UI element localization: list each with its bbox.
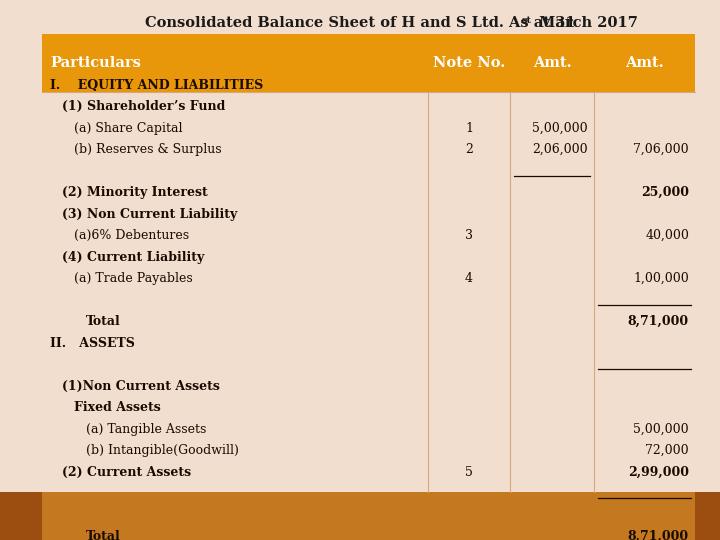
Text: 40,000: 40,000 — [645, 230, 689, 242]
Text: 8,71,000: 8,71,000 — [628, 315, 689, 328]
Text: 2,99,000: 2,99,000 — [628, 465, 689, 479]
Text: Total: Total — [86, 530, 121, 540]
Text: 7,06,000: 7,06,000 — [634, 143, 689, 156]
Bar — [0, 492, 42, 540]
Bar — [42, 34, 695, 92]
Text: 25,000: 25,000 — [641, 186, 689, 199]
Bar — [42, 92, 695, 492]
Text: Total: Total — [86, 315, 121, 328]
Text: 1,00,000: 1,00,000 — [634, 272, 689, 285]
Text: 4: 4 — [465, 272, 473, 285]
Text: (a) Trade Payables: (a) Trade Payables — [74, 272, 193, 285]
Text: (2) Current Assets: (2) Current Assets — [62, 465, 191, 479]
Text: Fixed Assets: Fixed Assets — [74, 401, 161, 414]
Text: Amt.: Amt. — [533, 56, 571, 70]
Text: Note No.: Note No. — [433, 56, 505, 70]
Text: (2) Minority Interest: (2) Minority Interest — [62, 186, 208, 199]
Text: (3) Non Current Liability: (3) Non Current Liability — [62, 208, 238, 221]
Text: II.   ASSETS: II. ASSETS — [50, 337, 135, 350]
Text: Consolidated Balance Sheet of H and S Ltd. As at 31: Consolidated Balance Sheet of H and S Lt… — [145, 16, 575, 30]
Text: 1: 1 — [465, 122, 473, 135]
Text: (a) Tangible Assets: (a) Tangible Assets — [86, 423, 207, 436]
Text: 2: 2 — [465, 143, 473, 156]
Text: 5,00,000: 5,00,000 — [532, 122, 588, 135]
Text: Particulars: Particulars — [50, 56, 141, 70]
Text: (b) Intangible(Goodwill): (b) Intangible(Goodwill) — [86, 444, 239, 457]
Text: March 2017: March 2017 — [534, 16, 638, 30]
Text: st: st — [522, 16, 532, 25]
Text: (a) Share Capital: (a) Share Capital — [74, 122, 182, 135]
Text: 5: 5 — [465, 465, 473, 479]
Text: 3: 3 — [465, 230, 473, 242]
Text: (a)6% Debentures: (a)6% Debentures — [74, 230, 189, 242]
Text: 5,00,000: 5,00,000 — [634, 423, 689, 436]
Text: 8,71,000: 8,71,000 — [628, 530, 689, 540]
Text: (b) Reserves & Surplus: (b) Reserves & Surplus — [74, 143, 222, 156]
Text: I.    EQUITY AND LIABILITIES: I. EQUITY AND LIABILITIES — [50, 79, 264, 92]
Bar — [0, 492, 720, 540]
Text: (4) Current Liability: (4) Current Liability — [62, 251, 204, 264]
Text: (1)Non Current Assets: (1)Non Current Assets — [62, 380, 220, 393]
Text: (1) Shareholder’s Fund: (1) Shareholder’s Fund — [62, 100, 225, 113]
Bar — [695, 492, 720, 540]
Text: Amt.: Amt. — [625, 56, 664, 70]
Text: 2,06,000: 2,06,000 — [532, 143, 588, 156]
Text: 72,000: 72,000 — [645, 444, 689, 457]
